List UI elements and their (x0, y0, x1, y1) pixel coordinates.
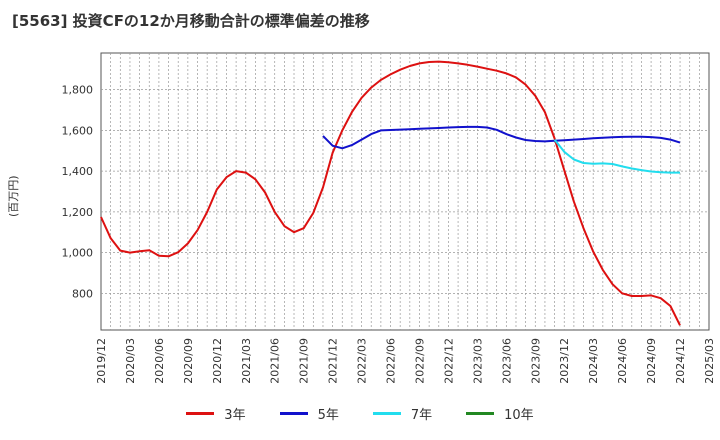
y-tick-label: 1,600 (62, 124, 94, 137)
legend-item: 7年 (372, 404, 433, 423)
plot-area (100, 52, 710, 331)
series-line (322, 125, 681, 150)
legend-label: 3年 (224, 408, 246, 423)
x-tick-label: 2020/12 (211, 338, 224, 384)
x-tick-label: 2021/12 (327, 338, 340, 384)
y-tick-label: 1,200 (62, 206, 94, 219)
x-tick-label: 2023/03 (471, 338, 484, 384)
legend-swatch (186, 412, 215, 415)
x-tick-label: 2019/12 (95, 338, 108, 384)
x-tick-label: 2020/09 (182, 338, 195, 384)
x-tick-label: 2020/03 (124, 338, 137, 384)
x-tick-label: 2021/09 (298, 338, 311, 384)
legend-item: 3年 (186, 404, 246, 423)
x-tick-label: 2022/12 (442, 338, 455, 384)
legend-swatch (279, 412, 308, 415)
y-tick-label: 1,000 (62, 247, 94, 260)
series-line (100, 60, 681, 326)
x-tick-label: 2024/06 (616, 338, 629, 384)
legend-label: 7年 (410, 408, 433, 423)
x-tick-label: 2021/06 (269, 338, 282, 384)
x-tick-label: 2024/03 (587, 338, 600, 384)
x-tick-label: 2022/06 (385, 338, 398, 384)
x-tick-label: 2023/06 (500, 338, 513, 384)
series-line (553, 138, 680, 174)
x-tick-labels: 2019/12 2020/03 2020/06 2020/09 2020/12 2021/… (95, 338, 716, 384)
x-tick-label: 2022/09 (413, 338, 426, 384)
x-tick-label: 2020/06 (153, 338, 166, 384)
legend-label: 10年 (504, 408, 534, 423)
y-tick-label: 1,400 (62, 165, 94, 178)
x-tick-label: 2024/09 (645, 338, 658, 384)
chart-title: [5563] 投資CFの12か月移動合計の標準偏差の推移 (12, 12, 370, 30)
series-lines (100, 60, 681, 326)
x-tick-label: 2024/12 (674, 338, 687, 384)
x-tick-label: 2023/09 (529, 338, 542, 384)
y-tick-label: 1,800 (62, 84, 94, 97)
x-tick-label: 2021/03 (240, 338, 253, 384)
legend-item: 10年 (466, 404, 534, 423)
legend-item: 5年 (279, 404, 339, 423)
legend-swatch (372, 412, 401, 415)
legend-swatch (466, 412, 495, 415)
x-tick-label: 2025/03 (703, 338, 716, 384)
legend: 3年 5年 7年 10年 (0, 404, 720, 423)
legend-label: 5年 (317, 408, 339, 423)
x-tick-label: 2023/12 (558, 338, 571, 384)
y-tick-label: 800 (72, 287, 93, 300)
x-tick-label: 2022/03 (356, 338, 369, 384)
y-tick-labels: 800 1,000 1,200 1,400 1,600 1,800 (62, 84, 94, 301)
